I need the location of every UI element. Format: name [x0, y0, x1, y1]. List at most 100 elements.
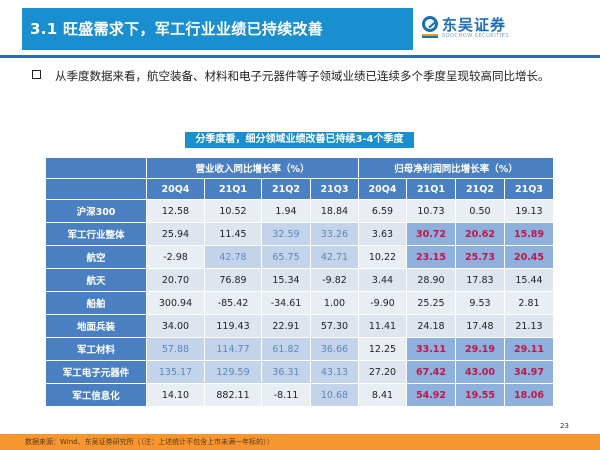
table-cell: 3.63 [358, 222, 407, 246]
header-quarter: 21Q1 [204, 178, 262, 200]
logo-stripe-icon [422, 34, 438, 38]
table-cell: 15.44 [504, 268, 554, 292]
table-cell: 15.34 [261, 268, 311, 292]
table-cell: 21.13 [504, 314, 554, 338]
table-cell-highlighted: 20.45 [504, 245, 554, 269]
table-cell: 34.00 [146, 314, 205, 338]
table-row: 航空 -2.98 42.78 65.75 42.71 10.22 23.15 2… [45, 245, 554, 269]
table-cell-highlighted: 43.00 [455, 360, 505, 384]
table-cell-highlighted: 29.19 [455, 337, 505, 361]
table-cell: 3.44 [358, 268, 407, 292]
row-label: 地面兵装 [45, 314, 147, 338]
row-label: 沪深300 [45, 199, 147, 223]
table-row: 军工电子元器件 135.17 129.59 36.31 43.13 27.20 … [45, 360, 554, 384]
table-cell: -8.11 [261, 383, 311, 407]
header-quarter: 21Q2 [455, 178, 505, 200]
table-cell-highlighted: 129.59 [204, 360, 262, 384]
table-cell-highlighted: 33.11 [406, 337, 456, 361]
data-source-note: 数据来源：Wind、东吴证券研究所（（注：上述统计不包含上市未满一年标的）） [25, 438, 274, 446]
table-cell-highlighted: 33.26 [310, 222, 359, 246]
header-row-quarters: 20Q4 21Q1 21Q2 21Q3 20Q4 21Q1 21Q2 21Q3 [45, 178, 554, 200]
table-cell: 76.89 [204, 268, 262, 292]
table-row: 军工行业整体 25.94 11.45 32.59 33.26 3.63 30.7… [45, 222, 554, 246]
table-cell: 10.73 [406, 199, 456, 223]
table-cell: 1.00 [310, 291, 359, 315]
header-quarter: 20Q4 [146, 178, 205, 200]
table-cell-highlighted: 61.82 [261, 337, 311, 361]
table-row: 军工信息化 14.10 882.11 -8.11 10.68 8.41 54.9… [45, 383, 554, 407]
header-quarter: 20Q4 [358, 178, 407, 200]
table-cell: -2.98 [146, 245, 205, 269]
row-label: 军工行业整体 [45, 222, 147, 246]
table-cell: 25.25 [406, 291, 456, 315]
header-quarter: 21Q3 [310, 178, 359, 200]
table-cell-highlighted: 135.17 [146, 360, 205, 384]
table-cell: 1.94 [261, 199, 311, 223]
row-label: 航空 [45, 245, 147, 269]
table-row: 船舶 300.94 -85.42 -34.61 1.00 -9.90 25.25… [45, 291, 554, 315]
table-cell: 6.59 [358, 199, 407, 223]
table-cell: 25.94 [146, 222, 205, 246]
table-cell-highlighted: 19.55 [455, 383, 505, 407]
table-cell: 19.13 [504, 199, 554, 223]
table-cell: -85.42 [204, 291, 262, 315]
table-row: 航天 20.70 76.89 15.34 -9.82 3.44 28.90 17… [45, 268, 554, 292]
table-cell-highlighted: 32.59 [261, 222, 311, 246]
footer-bar: 数据来源：Wind、东吴证券研究所（（注：上述统计不包含上市未满一年标的）） [0, 434, 600, 450]
table-cell: 10.22 [358, 245, 407, 269]
table-cell: 300.94 [146, 291, 205, 315]
table-cell-highlighted: 36.66 [310, 337, 359, 361]
table-cell-highlighted: 34.97 [504, 360, 554, 384]
table-cell: 10.52 [204, 199, 262, 223]
table-cell-highlighted: 29.11 [504, 337, 554, 361]
row-label: 军工信息化 [45, 383, 147, 407]
table-cell: 28.90 [406, 268, 456, 292]
table-cell: 18.84 [310, 199, 359, 223]
company-logo: 东吴证券 SOOCHOW SECURITIES [422, 14, 512, 44]
table-cell: 22.91 [261, 314, 311, 338]
table-cell: 14.10 [146, 383, 205, 407]
table-cell: -9.82 [310, 268, 359, 292]
table-cell-highlighted: 20.62 [455, 222, 505, 246]
logo-name-en: SOOCHOW SECURITIES [442, 33, 510, 39]
checkbox-bullet-icon [32, 70, 41, 79]
table-cell: 57.30 [310, 314, 359, 338]
header-quarter: 21Q2 [261, 178, 311, 200]
row-label: 军工材料 [45, 337, 147, 361]
bullet-point: 从季度数据来看，航空装备、材料和电子元器件等子领域业绩已连续多个季度呈现较高同比… [32, 68, 592, 84]
table-cell: 2.81 [504, 291, 554, 315]
table-cell: 9.53 [455, 291, 505, 315]
table-cell-highlighted: 30.72 [406, 222, 456, 246]
table-cell: 20.70 [146, 268, 205, 292]
header-quarter: 21Q3 [504, 178, 554, 200]
table-cell-highlighted: 25.73 [455, 245, 505, 269]
table-cell: -9.90 [358, 291, 407, 315]
page-number: 23 [560, 422, 569, 430]
table-cell-highlighted: 42.71 [310, 245, 359, 269]
table-cell: 17.83 [455, 268, 505, 292]
slide-title: 3.1 旺盛需求下，军工行业业绩已持续改善 [22, 8, 413, 50]
table-cell-highlighted: 23.15 [406, 245, 456, 269]
table-cell-highlighted: 18.06 [504, 383, 554, 407]
table-cell: 12.58 [146, 199, 205, 223]
header-divider [0, 55, 600, 58]
table-row: 军工材料 57.88 114.77 61.82 36.66 12.25 33.1… [45, 337, 554, 361]
table-cell: 11.45 [204, 222, 262, 246]
table-cell-highlighted: 10.68 [310, 383, 359, 407]
header-net-profit-growth: 归母净利润同比增长率（%） [358, 157, 554, 179]
table-row: 地面兵装 34.00 119.43 22.91 57.30 11.41 24.1… [45, 314, 554, 338]
row-label: 船舶 [45, 291, 147, 315]
table-cell-highlighted: 67.42 [406, 360, 456, 384]
row-label: 军工电子元器件 [45, 360, 147, 384]
row-label: 航天 [45, 268, 147, 292]
bullet-text: 从季度数据来看，航空装备、材料和电子元器件等子领域业绩已连续多个季度呈现较高同比… [55, 69, 550, 83]
logo-mark-icon [422, 16, 438, 32]
header-revenue-growth: 营业收入同比增长率（%） [146, 157, 359, 179]
table-cell-highlighted: 57.88 [146, 337, 205, 361]
logo-name-cn: 东吴证券 [442, 16, 507, 34]
table-cell: 12.25 [358, 337, 407, 361]
table-cell: 24.18 [406, 314, 456, 338]
table-subtitle: 分季度看，细分领域业绩改善已持续3-4个季度 [185, 132, 414, 148]
table-cell: 882.11 [204, 383, 262, 407]
table-cell-highlighted: 65.75 [261, 245, 311, 269]
